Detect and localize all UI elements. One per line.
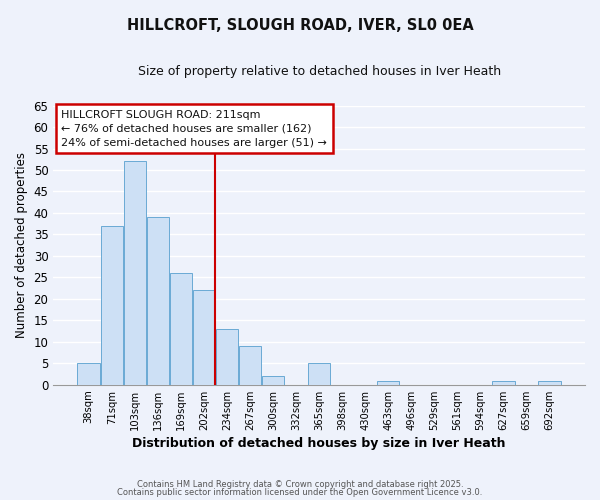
Y-axis label: Number of detached properties: Number of detached properties bbox=[15, 152, 28, 338]
Bar bbox=[308, 364, 331, 385]
Bar bbox=[377, 380, 400, 385]
Bar bbox=[146, 218, 169, 385]
Bar bbox=[77, 364, 100, 385]
Text: Contains HM Land Registry data © Crown copyright and database right 2025.: Contains HM Land Registry data © Crown c… bbox=[137, 480, 463, 489]
Bar bbox=[124, 162, 146, 385]
Bar bbox=[170, 273, 192, 385]
Bar bbox=[101, 226, 123, 385]
Bar bbox=[239, 346, 261, 385]
Bar bbox=[216, 329, 238, 385]
Bar bbox=[262, 376, 284, 385]
Bar bbox=[193, 290, 215, 385]
Bar bbox=[493, 380, 515, 385]
Title: Size of property relative to detached houses in Iver Heath: Size of property relative to detached ho… bbox=[137, 65, 501, 78]
Bar bbox=[538, 380, 561, 385]
Text: HILLCROFT, SLOUGH ROAD, IVER, SL0 0EA: HILLCROFT, SLOUGH ROAD, IVER, SL0 0EA bbox=[127, 18, 473, 32]
X-axis label: Distribution of detached houses by size in Iver Heath: Distribution of detached houses by size … bbox=[133, 437, 506, 450]
Text: Contains public sector information licensed under the Open Government Licence v3: Contains public sector information licen… bbox=[118, 488, 482, 497]
Text: HILLCROFT SLOUGH ROAD: 211sqm
← 76% of detached houses are smaller (162)
24% of : HILLCROFT SLOUGH ROAD: 211sqm ← 76% of d… bbox=[61, 110, 327, 148]
